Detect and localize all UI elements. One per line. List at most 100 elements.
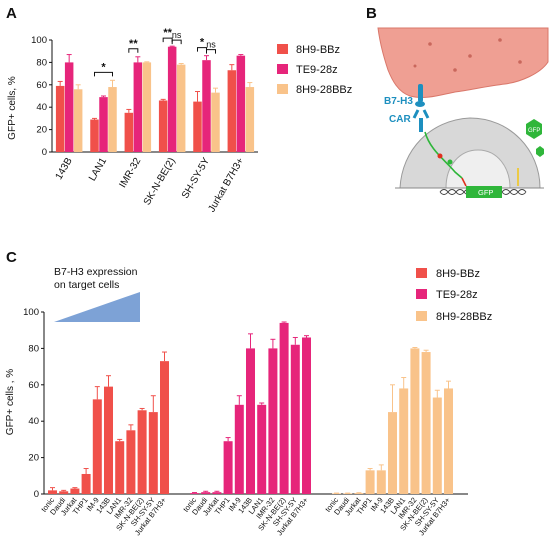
panel-c-bar bbox=[399, 388, 409, 494]
expression-note-line1: B7-H3 expression bbox=[54, 266, 138, 278]
panel-a-bar bbox=[108, 87, 117, 152]
panel-c-bar bbox=[223, 441, 233, 494]
legend-c-label-2: TE9-28z bbox=[436, 289, 478, 301]
panel-a-bar bbox=[90, 119, 99, 152]
panel-a-ylabel: GFP+ cells, % bbox=[7, 76, 18, 140]
panel-c-ytick-label: 80 bbox=[28, 343, 39, 354]
panel-a-bar bbox=[124, 112, 134, 152]
panel-a-bar bbox=[193, 101, 202, 152]
panel-c-bar bbox=[212, 492, 222, 494]
membrane-dot bbox=[453, 68, 457, 72]
panel-c-bar bbox=[343, 493, 353, 494]
panel-c-bars bbox=[48, 321, 453, 494]
panel-a-sig-bracket bbox=[206, 49, 216, 54]
label-car: CAR bbox=[389, 114, 411, 125]
legend-a-swatch-3 bbox=[277, 84, 288, 94]
legend-c-swatch-3 bbox=[416, 311, 427, 321]
panel-c-category-labels: tonicDaudiJurkatTHP1IM-9143BLAN1IMR-32SK… bbox=[39, 495, 452, 537]
panel-a-bar bbox=[55, 85, 65, 152]
panel-c-ytick-label: 100 bbox=[23, 307, 39, 318]
signal-dot bbox=[437, 153, 443, 159]
panel-a-bar bbox=[245, 87, 255, 152]
membrane-dot bbox=[518, 60, 522, 64]
panel-a-bar bbox=[227, 70, 237, 152]
panel-a-sig-label: * bbox=[200, 37, 205, 49]
panel-a-category-label: Jurkat B7H3+ bbox=[206, 156, 246, 214]
gfp-protein-icon bbox=[526, 119, 542, 139]
membrane-dot bbox=[498, 38, 502, 42]
panel-c-ytick-label: 40 bbox=[28, 416, 39, 427]
label-b7h3: B7-H3 bbox=[384, 96, 413, 107]
legend-c-label-3: 8H9-28BBz bbox=[436, 311, 492, 323]
legend-c-swatch-2 bbox=[416, 289, 427, 299]
gfp-small-icon bbox=[536, 146, 544, 157]
panel-a-bar bbox=[73, 89, 83, 152]
panel-a-ytick-label: 80 bbox=[36, 57, 47, 68]
panel-a-ytick-label: 100 bbox=[31, 35, 47, 46]
gfp-gene-label: GFP bbox=[478, 188, 493, 197]
panel-a-sig-label: ** bbox=[163, 27, 172, 39]
panel-c-chart: GFP+ cells , % B7-H3 expression on targe… bbox=[5, 266, 492, 537]
panel-c-bar bbox=[354, 493, 364, 494]
panel-a-bar bbox=[99, 97, 108, 152]
membrane-dot bbox=[468, 54, 472, 58]
panel-c-bar bbox=[137, 410, 147, 494]
panel-c-bar bbox=[410, 348, 420, 494]
panel-a-letter: A bbox=[6, 5, 17, 22]
expression-gradient-wedge bbox=[54, 292, 140, 322]
gfp-protein-label: GFP bbox=[528, 128, 540, 134]
legend-a-swatch-2 bbox=[277, 64, 288, 74]
panel-c-bar bbox=[234, 404, 244, 494]
panel-c-bar bbox=[190, 493, 199, 494]
panel-c-bar bbox=[201, 492, 211, 494]
b7h3-receptor-icon bbox=[418, 84, 423, 102]
panel-a-sig-bracket bbox=[171, 39, 182, 45]
panel-c-ytick-label: 20 bbox=[28, 453, 39, 464]
panel-c-bar bbox=[148, 412, 158, 494]
panel-a-bar bbox=[202, 60, 211, 152]
panel-c-bar bbox=[48, 490, 57, 494]
panel-a-sig-label: ns bbox=[172, 30, 182, 40]
legend-c-swatch-1 bbox=[416, 268, 427, 278]
target-cell-membrane bbox=[377, 27, 549, 98]
panel-a-sig-label: ns bbox=[206, 40, 216, 50]
panel-b-schematic: B7-H3 CAR GFP GFP bbox=[377, 27, 549, 198]
panel-a-ytick-label: 20 bbox=[36, 125, 47, 136]
panel-c-bar bbox=[365, 470, 375, 494]
panel-a-sig-bracket bbox=[128, 48, 139, 53]
panel-c-ylabel: GFP+ cells , % bbox=[5, 369, 16, 436]
panel-a-category-label: 143B bbox=[54, 156, 75, 182]
panel-c-bar bbox=[302, 337, 311, 494]
panel-c-bar bbox=[388, 412, 397, 494]
signal-dot bbox=[447, 159, 453, 165]
panel-c-legend: 8H9-BBz TE9-28z 8H9-28BBz bbox=[416, 268, 492, 323]
panel-c-bar bbox=[115, 441, 125, 494]
panel-c-bar bbox=[257, 404, 267, 494]
panel-c-bar bbox=[268, 348, 278, 494]
signal-arrow-red bbox=[461, 177, 467, 187]
panel-a-bar bbox=[167, 46, 177, 152]
dna-right-icon bbox=[501, 189, 527, 195]
panel-c-letter: C bbox=[6, 249, 17, 266]
panel-a-bars bbox=[55, 45, 255, 152]
membrane-dot bbox=[413, 64, 417, 68]
panel-c-bar bbox=[104, 386, 113, 494]
panel-a-category-label: SH-SY-5Y bbox=[180, 156, 212, 201]
panel-c-bar bbox=[279, 322, 289, 494]
panel-a-significance: ***** ns* ns bbox=[94, 27, 216, 77]
membrane-dot bbox=[428, 42, 432, 46]
panel-c-bar bbox=[59, 491, 69, 494]
panel-c-bar bbox=[126, 430, 136, 494]
panel-c-bar bbox=[290, 344, 300, 494]
panel-a-sig-bracket bbox=[94, 71, 113, 77]
legend-a-label-3: 8H9-28BBz bbox=[296, 84, 352, 96]
panel-c-bar bbox=[332, 493, 341, 494]
panel-c-bar bbox=[92, 399, 102, 494]
gfp-gene-icon bbox=[466, 186, 502, 198]
panel-a-ytick-label: 60 bbox=[36, 80, 47, 91]
panel-c-bar bbox=[444, 388, 453, 494]
panel-a-ytick-label: 40 bbox=[36, 102, 47, 113]
panel-c-bar bbox=[70, 488, 80, 494]
